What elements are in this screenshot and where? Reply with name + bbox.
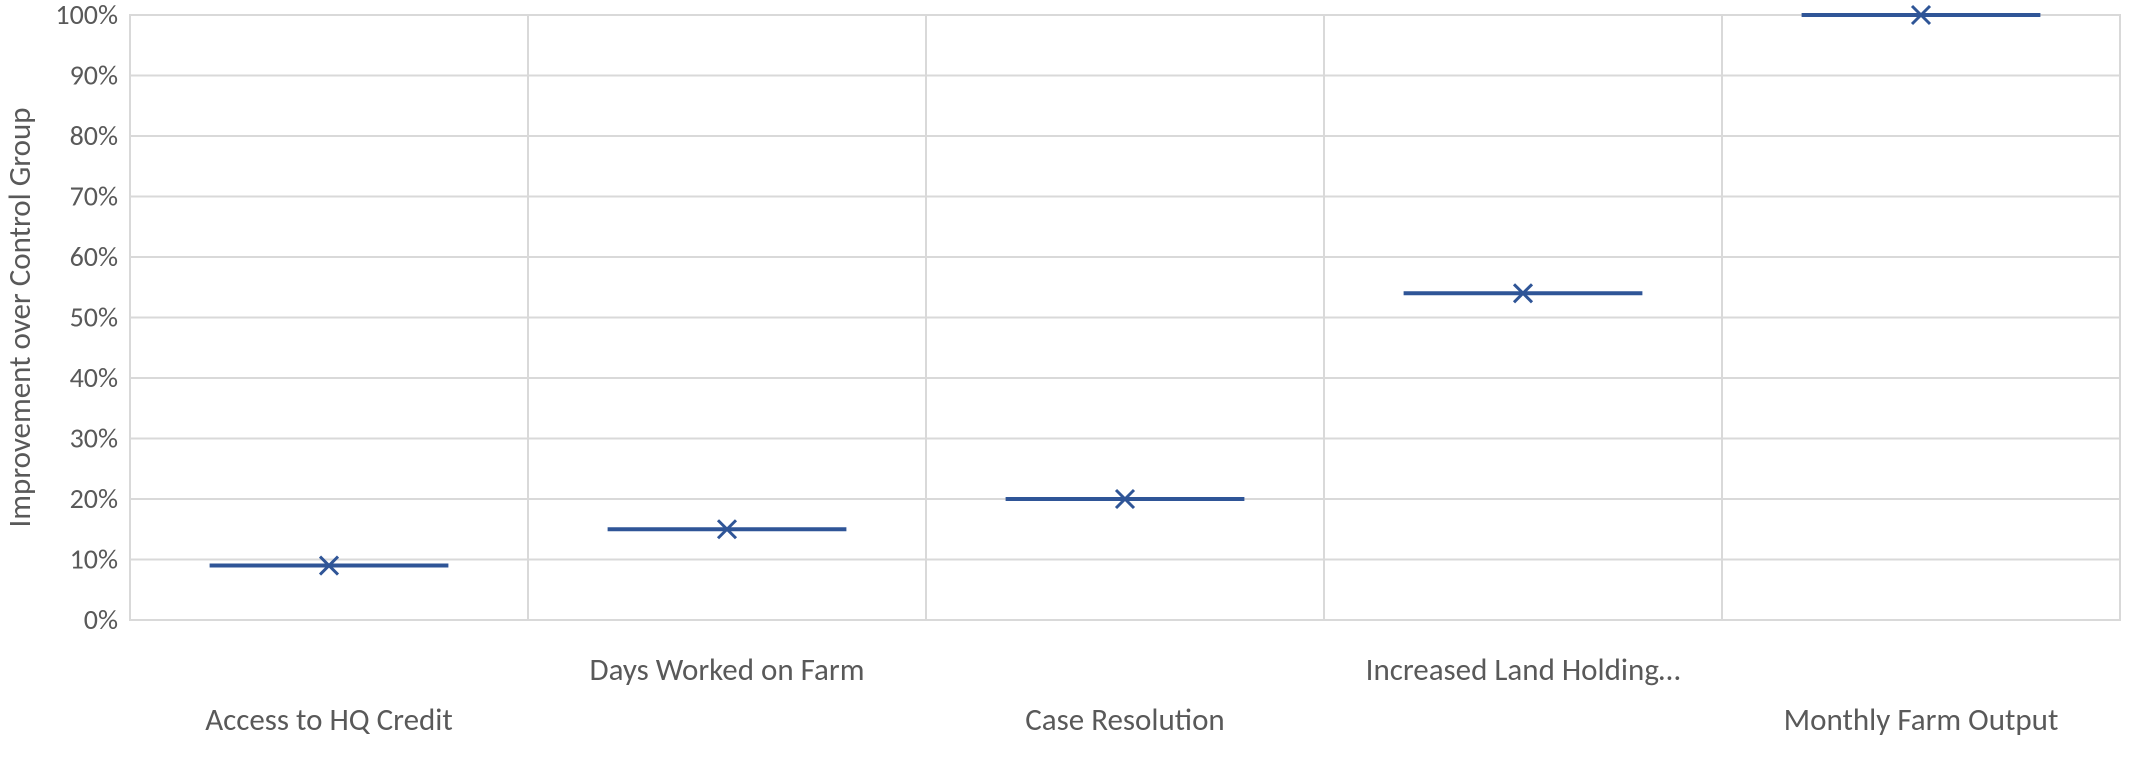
- y-tick-label: 40%: [70, 360, 118, 395]
- category-label: Case Resolution: [1025, 701, 1224, 739]
- y-tick-label: 80%: [70, 118, 118, 153]
- y-tick-label: 20%: [70, 481, 118, 516]
- category-label: Monthly Farm Output: [1784, 701, 2059, 739]
- improvement-chart: 0% 10% 20% 30% 40% 50% 60% 70% 80% 90% 100% Access …: [0, 0, 2145, 765]
- y-axis-title: Improvement over Control Group: [1, 107, 39, 527]
- y-tick-label: 30%: [70, 421, 118, 456]
- y-tick-label: 10%: [70, 542, 118, 577]
- category-label: Increased Land Holding…: [1366, 651, 1681, 689]
- category-label: Access to HQ Credit: [205, 701, 453, 739]
- y-tick-label: 90%: [70, 58, 118, 93]
- y-tick-label: 60%: [70, 239, 118, 274]
- category-label: Days Worked on Farm: [590, 651, 865, 689]
- y-tick-label: 70%: [70, 179, 118, 214]
- y-tick-label: 0%: [84, 602, 118, 637]
- y-tick-label: 100%: [55, 0, 118, 32]
- chart-svg: 0% 10% 20% 30% 40% 50% 60% 70% 80% 90% 100% Access …: [0, 0, 2145, 765]
- y-tick-label: 50%: [70, 300, 118, 335]
